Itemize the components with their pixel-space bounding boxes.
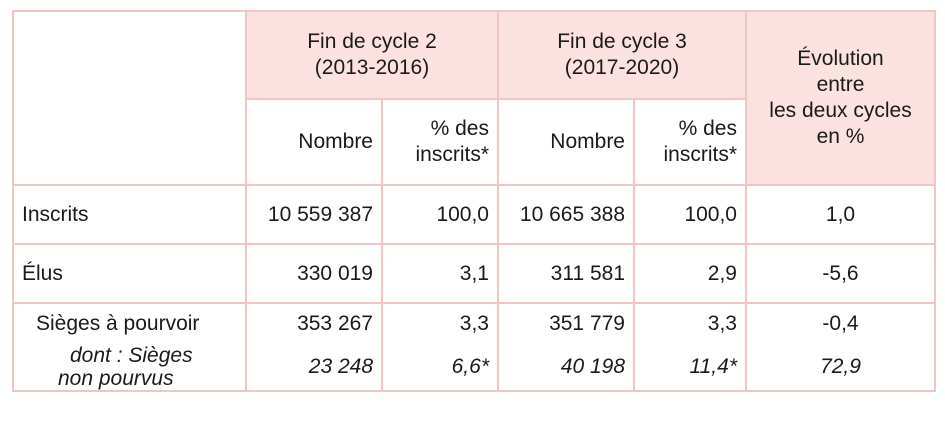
header-row-top: Fin de cycle 2 (2013-2016) Fin de cycle … (12, 10, 936, 186)
cell-c3-pct: 3,3 (633, 302, 747, 344)
header-cycle-2-line1: Fin de cycle 2 (307, 30, 437, 53)
cell-c2-pct: 6,6* (381, 344, 499, 392)
header-c2-nombre: Nombre (245, 98, 383, 186)
cell-evolution: 72,9 (745, 344, 936, 392)
header-cycle-3-line1: Fin de cycle 3 (557, 30, 687, 53)
cell-evolution: 1,0 (745, 184, 936, 245)
cell-c2-nombre: 330 019 (245, 243, 383, 304)
row-label-inscrits: Inscrits (12, 184, 247, 245)
row-label-non-pourvus: dont : Sièges non pourvus (12, 344, 247, 392)
header-evolution-line3: les deux cycles (769, 99, 912, 122)
row-label-sieges: Sièges à pourvoir (12, 302, 247, 344)
cell-c2-nombre: 10 559 387 (245, 184, 383, 245)
row-label-non-pourvus-line2: non pourvus (58, 367, 174, 390)
cell-c3-nombre: 311 581 (497, 243, 635, 304)
header-cycle-2: Fin de cycle 2 (2013-2016) (245, 10, 499, 100)
header-cycle-3: Fin de cycle 3 (2017-2020) (497, 10, 747, 100)
header-evolution-line4: en % (816, 125, 865, 148)
header-c3-pct: % des inscrits* (633, 98, 747, 186)
election-stats-table: Fin de cycle 2 (2013-2016) Fin de cycle … (12, 10, 936, 392)
header-evolution-line2: entre (816, 73, 865, 96)
header-c2-pct-line1: % des (430, 117, 489, 140)
header-c3-nombre-label: Nombre (550, 130, 625, 153)
header-evolution-line1: Évolution (797, 47, 884, 70)
cell-c2-pct: 3,3 (381, 302, 499, 344)
row-label-non-pourvus-line1: dont : Sièges (70, 344, 193, 367)
cell-evolution: -0,4 (745, 302, 936, 344)
header-c3-pct-line2: inscrits* (663, 143, 737, 166)
cell-c2-pct: 3,1 (381, 243, 499, 304)
header-evolution: Évolution entre les deux cycles en % (745, 10, 936, 186)
cell-c3-pct: 2,9 (633, 243, 747, 304)
cell-c3-pct: 100,0 (633, 184, 747, 245)
header-c2-pct-line2: inscrits* (415, 143, 489, 166)
cell-c2-pct: 100,0 (381, 184, 499, 245)
table-row: Inscrits 10 559 387 100,0 10 665 388 100… (12, 184, 936, 245)
empty-corner-cell (12, 10, 247, 186)
cell-c3-nombre: 40 198 (497, 344, 635, 392)
cell-c3-nombre: 10 665 388 (497, 184, 635, 245)
header-c2-pct: % des inscrits* (381, 98, 499, 186)
table-row: Sièges à pourvoir 353 267 3,3 351 779 3,… (12, 302, 936, 344)
cell-c3-pct: 11,4* (633, 344, 747, 392)
cell-evolution: -5,6 (745, 243, 936, 304)
cell-c2-nombre: 353 267 (245, 302, 383, 344)
cell-c2-nombre: 23 248 (245, 344, 383, 392)
header-c2-nombre-label: Nombre (298, 130, 373, 153)
header-cycle-3-line2: (2017-2020) (564, 56, 680, 79)
header-c3-pct-line1: % des (678, 117, 737, 140)
header-row-sub: Nombre % des inscrits* Nombre % des insc… (13, 98, 935, 186)
cell-c3-nombre: 351 779 (497, 302, 635, 344)
header-c3-nombre: Nombre (497, 98, 635, 186)
row-label-elus: Élus (12, 243, 247, 304)
table-row: Élus 330 019 3,1 311 581 2,9 -5,6 (12, 243, 936, 304)
header-cycle-2-line2: (2013-2016) (314, 56, 430, 79)
table-row: dont : Sièges non pourvus 23 248 6,6* 40… (12, 344, 936, 392)
